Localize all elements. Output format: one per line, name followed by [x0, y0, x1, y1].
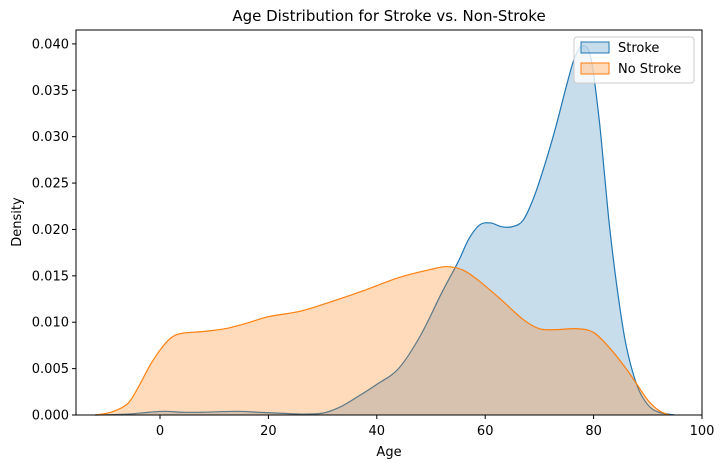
x-tick-label: 100: [690, 424, 715, 439]
y-tick-label: 0.000: [32, 409, 69, 424]
no-stroke-density-line: [94, 265, 670, 416]
y-tick-label: 0.040: [32, 37, 69, 52]
x-axis-title: Age: [376, 445, 401, 460]
legend-swatch-no-stroke: [580, 62, 610, 75]
x-tick-label: 80: [585, 424, 602, 439]
density-areas: [94, 45, 676, 416]
legend: Stroke No Stroke: [573, 36, 695, 84]
y-tick-label: 0.035: [32, 84, 69, 99]
y-axis-title: Density: [10, 197, 25, 247]
chart-title: Age Distribution for Stroke vs. Non-Stro…: [232, 7, 545, 25]
y-axis: 0.000 0.005 0.010 0.015 0.020 0.025 0.030 0.035…: [32, 37, 76, 424]
legend-label-stroke: Stroke: [618, 41, 659, 56]
y-tick-label: 0.015: [32, 269, 69, 284]
plot-frame: [75, 29, 703, 416]
y-tick-label: 0.010: [32, 316, 69, 331]
y-tick-label: 0.030: [32, 130, 69, 145]
stroke-density-line: [94, 45, 676, 416]
x-tick-label: 60: [477, 424, 494, 439]
y-tick-label: 0.025: [32, 177, 69, 192]
x-tick-label: 20: [260, 424, 277, 439]
y-tick-label: 0.020: [32, 223, 69, 238]
x-axis: 0 20 40 60 80 100: [156, 415, 715, 439]
no-stroke-density-area: [94, 266, 670, 415]
x-tick-label: 0: [156, 424, 164, 439]
legend-box: [573, 36, 695, 84]
stroke-density-area: [94, 45, 675, 416]
x-tick-label: 40: [369, 424, 386, 439]
legend-swatch-stroke: [580, 41, 610, 54]
legend-label-no-stroke: No Stroke: [618, 62, 681, 77]
y-tick-label: 0.005: [32, 362, 69, 377]
